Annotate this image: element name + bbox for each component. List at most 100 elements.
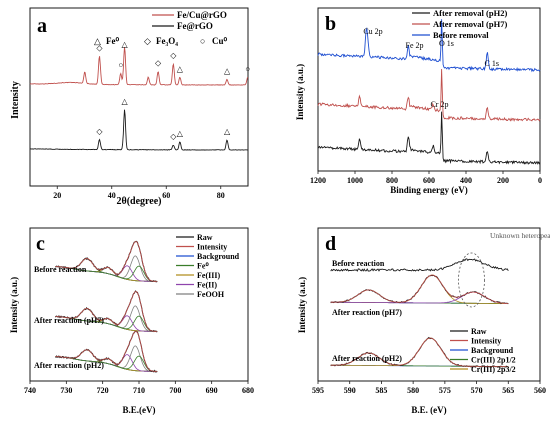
peak-marker: △: [177, 129, 184, 138]
xps-survey-line: [317, 111, 541, 165]
peak-marker: △: [224, 127, 231, 136]
panel-d-letter: d: [325, 233, 336, 255]
panel-a-series: [29, 46, 249, 151]
peak-annotation: O 1s: [439, 39, 454, 48]
panel-a-ylabel: Intensity: [10, 81, 21, 119]
panel-a-letter: a: [37, 15, 47, 37]
spectrum-label: After reaction (pH2): [34, 361, 104, 370]
panel-c-legend: RawIntensityBackgroundFe⁰Fe(III)Fe(II)Fe…: [176, 233, 240, 299]
panel-c-legend-label: FeOOH: [197, 290, 225, 299]
panel-a-markers: ◇○△◇◇△ △ ○◇△◇ △ △: [96, 40, 250, 141]
x-tick-label: 60: [162, 191, 170, 200]
x-tick-label: 690: [206, 386, 218, 395]
spectrum-label: Before reaction: [34, 265, 87, 274]
x-tick-label: 575: [439, 386, 451, 395]
panel-d: d Intensity (a.u.) B.E. (eV) 595 590 585 58…: [297, 227, 550, 415]
panel-b-ylabel: Intensity (a.u.): [295, 64, 305, 120]
peak-marker: ◇: [155, 59, 162, 68]
x-tick-label: 20: [53, 191, 61, 200]
envelope-line: [330, 274, 509, 304]
x-tick-label: 585: [375, 386, 387, 395]
panel-d-legend-label: Intensity: [471, 337, 501, 346]
heteropeak-annotation: Unknown heteropeak: [490, 231, 550, 240]
symbol-diamond-icon: ◇: [144, 36, 151, 46]
panel-b-letter: b: [325, 13, 336, 35]
x-tick-label: 80: [217, 191, 225, 200]
peak-marker: △: [121, 40, 128, 49]
envelope-line: [55, 291, 158, 332]
spectrum-label: After reaction (pH7): [332, 308, 402, 317]
spectrum-label: After reaction (pH2): [332, 354, 402, 363]
panel-b-legend: After removal (pH2) After removal (pH7) …: [412, 8, 507, 40]
peak-marker: ◇: [170, 51, 177, 60]
x-tick-label: 565: [502, 386, 514, 395]
panel-b-legend-label: After removal (pH7): [433, 19, 507, 29]
xps-survey-line: [317, 68, 541, 122]
peak-marker: ◇: [170, 132, 177, 141]
panel-c-x-ticks: 740 730 720 710 700 690 680: [24, 381, 254, 395]
envelope-line: [330, 337, 509, 367]
peak-marker: ○: [118, 61, 123, 70]
panel-b-series: [317, 19, 541, 165]
panel-d-legend-label: Cr(III) 2p1/2: [471, 356, 516, 365]
spectrum-label: After reaction (pH7): [34, 316, 104, 325]
heteropeak-ellipse: [458, 252, 485, 308]
panel-d-legend-label: Background: [471, 346, 514, 355]
x-tick-label: 800: [386, 176, 398, 185]
peak-annotation: C 1s: [485, 59, 499, 68]
panel-d-frame: [317, 227, 541, 382]
panel-b-legend-label: After removal (pH2): [433, 8, 507, 18]
panel-c-legend-label: Fe(III): [197, 271, 220, 280]
x-tick-label: 595: [312, 386, 324, 395]
panel-a-frame: [29, 7, 249, 187]
panel-b-frame: [317, 7, 541, 172]
peak-marker: ○: [245, 64, 250, 73]
symbol-legend-label: Cu⁰: [212, 36, 228, 46]
panel-d-legend-label: Cr(III) 2p3/2: [471, 365, 516, 374]
x-tick-label: 40: [108, 191, 116, 200]
panel-a: a Intensity 2θ(degree) 20 40 60 80 ◇○△◇◇△ △ ○…: [10, 7, 250, 207]
x-tick-label: 680: [242, 386, 254, 395]
x-tick-label: 730: [60, 386, 72, 395]
peak-marker: △: [121, 97, 128, 106]
peak-marker: △: [177, 64, 184, 73]
x-tick-label: 560: [534, 386, 546, 395]
symbol-circle-icon: ○: [200, 36, 205, 46]
xrd-line-fe-rgo: [29, 109, 249, 151]
xrd-line-fe-cu-rgo: [29, 46, 248, 86]
peak-annotation: Cu 2p: [363, 27, 382, 36]
panel-c-legend-label: Background: [197, 252, 240, 261]
fit-component-line: [55, 355, 158, 372]
xps-survey-line: [317, 19, 541, 73]
panel-d-x-ticks: 595 590 585 580 575 570 565 560: [312, 381, 546, 395]
panel-a-legend: Fe/Cu@rGO Fe@rGO: [152, 10, 227, 31]
panel-b-x-ticks: 1200 1000 800 600 400 200 0: [310, 171, 542, 185]
panel-a-legend-label: Fe@rGO: [177, 21, 213, 31]
x-tick-label: 1000: [347, 176, 363, 185]
x-tick-label: 700: [169, 386, 181, 395]
symbol-legend-label: Fe₃O₄: [156, 36, 178, 46]
panel-b-legend-label: Before removal: [433, 30, 489, 40]
spectrum-label: Before reaction: [332, 259, 385, 268]
panel-d-xlabel: B.E. (eV): [411, 405, 446, 415]
panel-a-xlabel: 2θ(degree): [116, 196, 161, 207]
panel-c-legend-label: Fe⁰: [197, 262, 209, 271]
panel-c-ylabel: Intensity (a.u.): [9, 277, 19, 333]
panel-d-legend-label: Raw: [471, 327, 487, 336]
envelope-line: [55, 330, 158, 372]
x-tick-label: 580: [407, 386, 419, 395]
x-tick-label: 710: [133, 386, 145, 395]
peak-marker: △: [224, 66, 231, 75]
peak-marker: ◇: [96, 44, 103, 53]
x-tick-label: 1200: [310, 176, 326, 185]
x-tick-label: 200: [497, 176, 509, 185]
panel-c: c Intensity (a.u.) B.E.(eV) 740 730 720 710…: [9, 227, 254, 415]
peak-annotation: Cr 2p: [430, 100, 448, 109]
panel-c-legend-label: Intensity: [197, 243, 227, 252]
panel-d-ylabel: Intensity (a.u.): [297, 277, 307, 333]
raw-line: [330, 258, 509, 272]
x-tick-label: 400: [460, 176, 472, 185]
x-tick-label: 590: [344, 386, 356, 395]
